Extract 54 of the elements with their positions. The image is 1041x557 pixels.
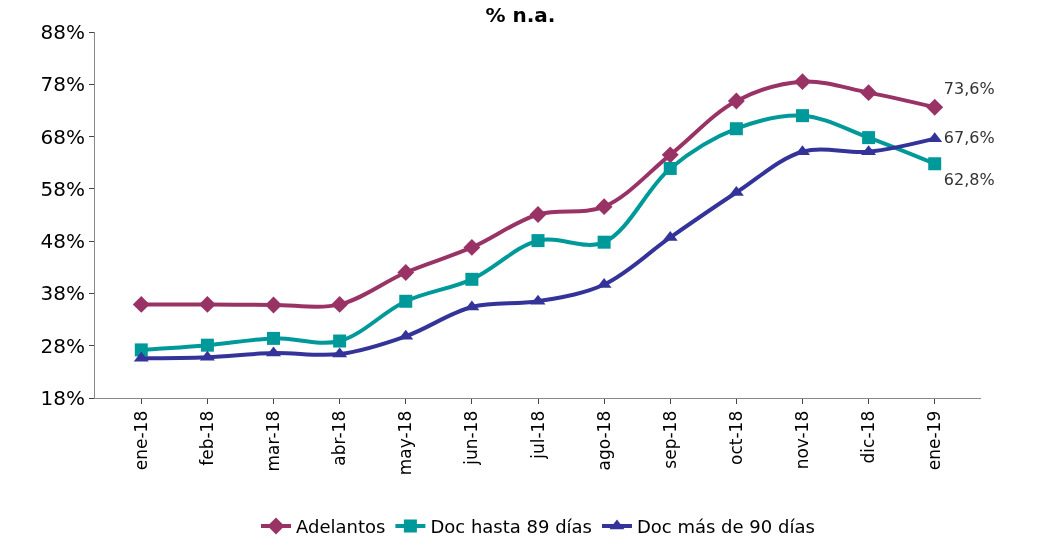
- x-tick-label: feb-18: [196, 410, 217, 466]
- x-tick-label: jul-18: [527, 410, 548, 460]
- point: [397, 264, 415, 281]
- x-tick-label: ene-19: [924, 410, 945, 471]
- x-tick-label: oct-18: [725, 410, 746, 465]
- y-tick-label: 18%: [40, 386, 85, 410]
- x-tick-label: nov-18: [792, 410, 813, 470]
- point: [862, 131, 876, 145]
- y-tick-label: 58%: [40, 176, 85, 201]
- point: [529, 206, 547, 223]
- point: [795, 109, 809, 123]
- point: [595, 198, 613, 216]
- point: [134, 343, 148, 357]
- y-tick-label: 78%: [40, 72, 85, 97]
- x-tick-label: jun-18: [461, 410, 482, 466]
- point: [729, 122, 743, 136]
- x-tick-label: mar-18: [263, 410, 284, 472]
- point: [265, 296, 282, 314]
- x-tick-label: ene-18: [130, 410, 151, 471]
- y-tick-label: 38%: [40, 281, 85, 306]
- point: [132, 295, 150, 313]
- point: [333, 334, 347, 348]
- point: [928, 157, 942, 171]
- x-tick-label: may-18: [395, 410, 416, 476]
- point: [794, 73, 811, 91]
- point: [860, 84, 878, 102]
- y-tick-label: 28%: [40, 333, 85, 358]
- point: [531, 234, 545, 248]
- y-tick-label: 68%: [40, 124, 85, 149]
- y-tick-label: 88%: [40, 20, 85, 44]
- x-tick-label: sep-18: [659, 410, 680, 469]
- point: [463, 238, 481, 256]
- data-label: 62,8%: [943, 169, 995, 189]
- chart-title: % n.a.: [485, 3, 556, 28]
- point: [200, 338, 214, 352]
- x-tick-label: ago-18: [593, 410, 614, 471]
- point: [926, 98, 944, 116]
- legend-label: Adelantos: [296, 516, 386, 538]
- point: [727, 92, 745, 110]
- point: [267, 331, 281, 345]
- y-tick-label: 48%: [40, 229, 85, 254]
- point: [198, 295, 216, 313]
- point: [465, 272, 479, 286]
- point: [331, 295, 349, 313]
- point: [597, 235, 611, 249]
- point: [663, 161, 677, 175]
- data-label: 73,6%: [943, 79, 995, 99]
- legend-label: Doc hasta 89 días: [430, 516, 592, 538]
- point: [399, 294, 413, 308]
- x-tick-label: dic-18: [858, 410, 879, 464]
- legend-label: Doc más de 90 días: [636, 516, 815, 538]
- data-label: 67,6%: [943, 127, 995, 147]
- x-tick-label: abr-18: [329, 410, 350, 466]
- point: [661, 146, 679, 164]
